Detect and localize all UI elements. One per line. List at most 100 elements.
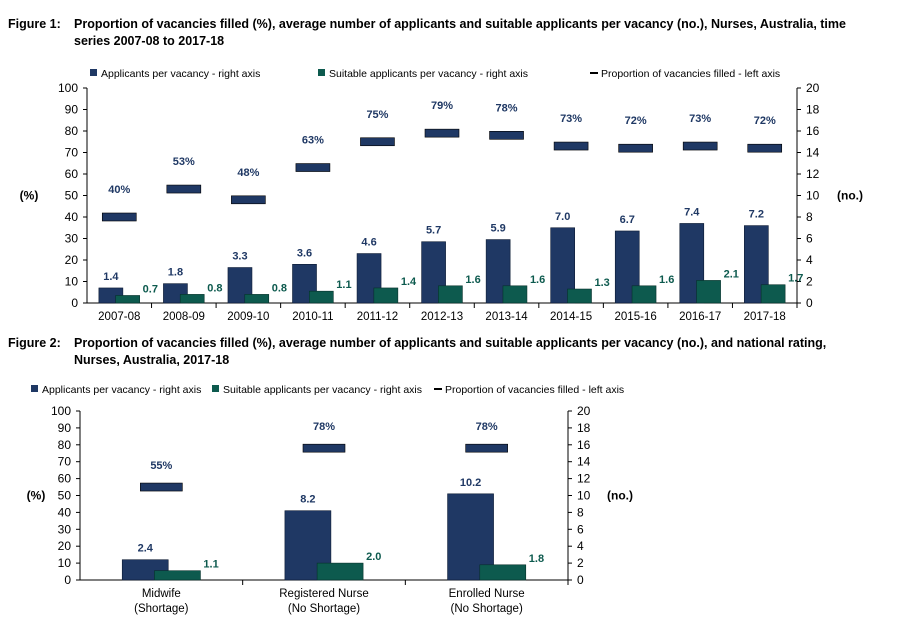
suitable-bar xyxy=(316,562,364,581)
category-label: Midwife xyxy=(142,588,181,600)
applicants-value-label: 4.6 xyxy=(361,237,376,249)
suitable-bar xyxy=(373,287,399,304)
category-label: 2008-09 xyxy=(163,311,205,323)
legend-label: Suitable applicants per vacancy - right … xyxy=(329,68,528,80)
category-label: (No Shortage) xyxy=(451,603,523,615)
proportion-marker xyxy=(295,163,331,172)
right-axis-title: (no.) xyxy=(607,489,633,503)
right-tick-label: 16 xyxy=(577,438,591,452)
right-tick-label: 12 xyxy=(577,472,591,486)
suitable-value-label: 1.8 xyxy=(529,553,544,565)
proportion-value-label: 73% xyxy=(560,113,582,125)
right-tick-label: 20 xyxy=(577,404,591,418)
left-tick-label: 0 xyxy=(71,296,78,310)
proportion-marker xyxy=(465,443,508,453)
suitable-bar xyxy=(115,295,140,304)
left-tick-label: 10 xyxy=(58,556,72,570)
category-label: 2010-11 xyxy=(292,311,333,323)
left-tick-label: 50 xyxy=(65,189,79,203)
category-label: Registered Nurse xyxy=(279,588,368,600)
right-tick-label: 2 xyxy=(806,275,813,289)
suitable-bar xyxy=(696,280,721,304)
proportion-marker xyxy=(489,131,524,140)
figure1-number: Figure 1: xyxy=(8,17,61,31)
figure2-chart: Applicants per vacancy - right axis Suita… xyxy=(27,384,633,615)
figure1-chart: Applicants per vacancy - right axis Suita… xyxy=(20,68,863,323)
left-tick-label: 80 xyxy=(58,438,72,452)
left-tick-label: 80 xyxy=(65,124,79,138)
proportion-value-label: 72% xyxy=(754,115,776,127)
category-label: 2016-17 xyxy=(679,311,721,323)
proportion-marker xyxy=(302,443,346,453)
suitable-value-label: 1.1 xyxy=(203,559,218,571)
applicants-value-label: 1.8 xyxy=(168,267,183,279)
suitable-bar xyxy=(502,285,528,304)
right-tick-label: 2 xyxy=(577,556,584,570)
left-tick-label: 60 xyxy=(65,167,79,181)
right-tick-label: 10 xyxy=(806,189,820,203)
left-tick-label: 70 xyxy=(65,146,79,160)
proportion-value-label: 73% xyxy=(689,113,711,125)
suitable-value-label: 1.4 xyxy=(401,276,417,288)
suitable-value-label: 1.6 xyxy=(465,274,480,286)
proportion-marker xyxy=(360,137,395,147)
category-label: (No Shortage) xyxy=(288,603,360,615)
category-label: 2013-14 xyxy=(485,311,528,323)
left-tick-label: 50 xyxy=(58,489,72,503)
category-label: 2017-18 xyxy=(744,311,786,323)
right-axis-title: (no.) xyxy=(837,189,863,203)
category-label: 2014-15 xyxy=(550,311,592,323)
suitable-bar xyxy=(154,570,201,581)
suitable-bar xyxy=(438,285,463,304)
category-label: 2009-10 xyxy=(227,311,269,323)
figure2-title: Proportion of vacancies filled (%), aver… xyxy=(74,336,827,367)
applicants-value-label: 5.7 xyxy=(426,225,441,237)
suitable-bar xyxy=(244,294,270,304)
proportion-marker xyxy=(553,141,589,151)
applicants-value-label: 2.4 xyxy=(138,543,154,555)
category-label: Enrolled Nurse xyxy=(449,588,525,600)
category-label: 2011-12 xyxy=(357,311,398,323)
applicants-value-label: 8.2 xyxy=(300,494,315,506)
proportion-value-label: 48% xyxy=(237,167,259,179)
applicants-value-label: 7.2 xyxy=(749,209,764,221)
applicants-value-label: 7.0 xyxy=(555,211,570,223)
legend-swatch xyxy=(212,385,219,392)
suitable-value-label: 1.3 xyxy=(594,277,609,289)
legend-swatch xyxy=(434,388,442,390)
right-tick-label: 6 xyxy=(577,522,584,536)
figure2-number: Figure 2: xyxy=(8,336,61,350)
figure2-title-block: Figure 2: Proportion of vacancies filled… xyxy=(8,335,868,371)
legend-swatch xyxy=(590,72,598,74)
category-label: 2007-08 xyxy=(98,311,140,323)
right-tick-label: 8 xyxy=(806,210,813,224)
suitable-bar xyxy=(567,288,592,304)
applicants-value-label: 10.2 xyxy=(460,477,481,489)
suitable-value-label: 2.0 xyxy=(366,551,381,563)
applicants-value-label: 7.4 xyxy=(684,206,700,218)
left-tick-label: 90 xyxy=(58,421,72,435)
legend-label: Proportion of vacancies filled - left ax… xyxy=(601,68,780,80)
suitable-bar xyxy=(179,294,205,304)
proportion-value-label: 40% xyxy=(108,184,130,196)
suitable-value-label: 2.1 xyxy=(724,268,739,280)
right-tick-label: 0 xyxy=(577,573,584,587)
proportion-marker xyxy=(424,128,460,138)
applicants-value-label: 5.9 xyxy=(490,223,505,235)
proportion-value-label: 78% xyxy=(476,421,498,433)
legend-label: Suitable applicants per vacancy - right … xyxy=(223,384,422,396)
legend-swatch xyxy=(90,69,97,76)
suitable-value-label: 1.1 xyxy=(336,279,351,291)
proportion-value-label: 55% xyxy=(150,460,172,472)
applicants-value-label: 6.7 xyxy=(620,214,635,226)
right-tick-label: 14 xyxy=(806,146,820,160)
left-tick-label: 70 xyxy=(58,455,72,469)
left-tick-label: 20 xyxy=(58,539,72,553)
right-tick-label: 16 xyxy=(806,124,820,138)
suitable-value-label: 0.8 xyxy=(207,282,222,294)
right-tick-label: 18 xyxy=(577,421,591,435)
proportion-value-label: 79% xyxy=(431,100,453,112)
suitable-value-label: 1.7 xyxy=(788,273,803,285)
applicants-value-label: 1.4 xyxy=(103,271,119,283)
legend-label: Proportion of vacancies filled - left ax… xyxy=(445,384,624,396)
